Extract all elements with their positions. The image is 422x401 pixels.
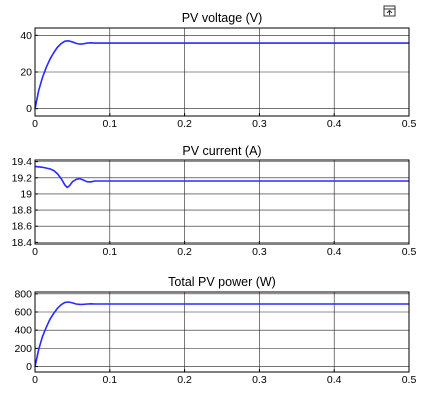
y-tick-label: 18.6 [12,221,33,233]
x-tick-label: 0.1 [102,374,117,386]
y-tick-label: 0 [26,361,32,373]
y-tick-label: 400 [14,325,32,337]
x-tick-label: 0.1 [102,118,117,130]
x-tick-label: 0.5 [402,246,417,258]
plot-title: PV current (A) [182,144,261,158]
subplot-3: Total PV power (W) 0 0.1 0.2 0.3 0.4 0.5 0 200 40… [14,275,416,386]
x-tick-label: 0 [32,118,38,130]
x-tick-label: 0.2 [177,118,192,130]
y-tick-label: 18.4 [12,237,33,249]
plot-area [35,160,409,244]
y-tick-label: 20 [20,67,32,79]
y-tick-label: 0 [26,103,32,115]
x-tick-label: 0.5 [402,118,417,130]
plot-title: Total PV power (W) [168,275,276,289]
y-tick-label: 19 [20,188,32,200]
series-line [34,165,409,189]
axes-frame [34,159,410,245]
x-tick-label: 0.3 [252,246,267,258]
axes-frame [34,291,410,373]
y-tick-label: 40 [20,30,32,42]
x-tick-label: 0 [32,246,38,258]
y-tick-label: 200 [14,343,32,355]
plot-area [35,292,409,372]
x-tick-label: 0.4 [327,374,342,386]
y-tick-label: 800 [14,288,32,300]
x-tick-label: 0 [32,374,38,386]
y-tick-label: 19.2 [12,172,33,184]
x-tick-label: 0.4 [327,118,342,130]
y-tick-label: 600 [14,307,32,319]
x-tick-label: 0.4 [327,246,342,258]
x-tick-label: 0.5 [402,374,417,386]
series-line [34,301,409,367]
subplot-1: PV voltage (V) 0 0.1 0.2 0.3 0.4 0.5 0 20 40 [20,11,416,130]
undock-figure-icon-arrow [386,9,393,15]
plot-title: PV voltage (V) [182,11,263,25]
x-tick-label: 0.1 [102,246,117,258]
axes-frame [34,27,410,117]
series-line [34,40,409,109]
x-tick-label: 0.2 [177,246,192,258]
x-tick-label: 0.3 [252,374,267,386]
undock-figure-icon[interactable] [383,5,396,17]
x-tick-label: 0.3 [252,118,267,130]
x-tick-label: 0.2 [177,374,192,386]
y-tick-label: 18.8 [12,205,33,217]
y-tick-label: 19.4 [12,156,33,168]
subplot-2: PV current (A) 0 0.1 0.2 0.3 0.4 0.5 18.4 18.6 18… [12,144,417,258]
